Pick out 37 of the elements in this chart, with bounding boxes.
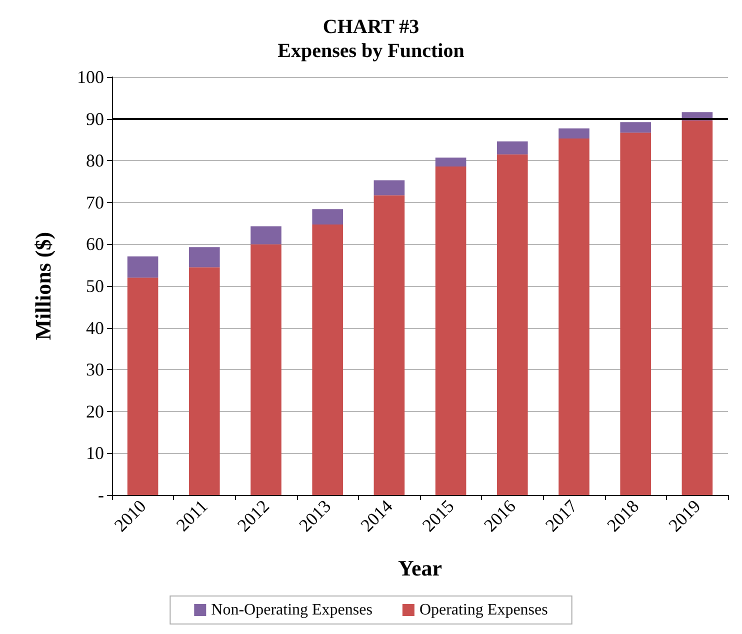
chart-subtitle: Expenses by Function xyxy=(278,40,464,62)
y-tick-label: 10 xyxy=(86,443,104,464)
bar xyxy=(127,256,158,278)
bar xyxy=(189,267,220,495)
bar xyxy=(250,244,282,495)
bar xyxy=(497,154,528,495)
bar xyxy=(558,128,590,138)
bar xyxy=(620,122,651,133)
y-tick-label: 60 xyxy=(86,234,104,254)
y-axis-title: Millions ($) xyxy=(30,232,56,340)
y-tick-label: 70 xyxy=(86,192,104,212)
bar xyxy=(189,247,220,268)
bar xyxy=(374,195,405,495)
y-tick-label: 30 xyxy=(86,360,104,380)
bar xyxy=(312,224,343,495)
bar xyxy=(374,180,405,196)
chart-title: CHART #3 xyxy=(322,16,420,38)
y-tick-label: - xyxy=(98,485,104,505)
x-tick-label: 2011 xyxy=(172,496,212,536)
bar xyxy=(312,209,343,225)
y-tick-label: 20 xyxy=(86,401,104,422)
y-tick-label: 80 xyxy=(86,150,104,171)
y-tick-label: 50 xyxy=(86,276,104,296)
bar xyxy=(127,278,158,495)
bar xyxy=(620,132,651,495)
y-tick-label: 100 xyxy=(77,67,104,87)
bar xyxy=(558,138,590,495)
x-axis-title: Year xyxy=(398,556,442,580)
bar xyxy=(435,158,466,166)
legend-label: Operating Expenses xyxy=(419,602,548,618)
bar xyxy=(497,141,528,154)
bar xyxy=(682,120,713,495)
y-tick-label: 90 xyxy=(86,108,104,129)
y-tick-label: 40 xyxy=(86,318,104,338)
bar xyxy=(435,166,466,495)
legend-label: Non-Operating Expenses xyxy=(211,602,372,618)
bar xyxy=(250,226,282,244)
